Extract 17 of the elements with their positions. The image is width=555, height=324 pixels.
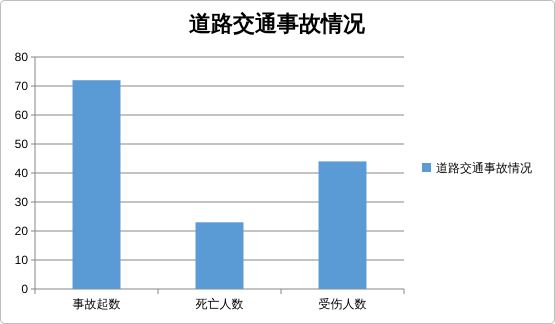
x-tick-label: 受伤人数 bbox=[318, 297, 366, 311]
y-tick-label: 80 bbox=[14, 50, 28, 64]
y-tick-label: 60 bbox=[14, 108, 28, 122]
legend-label: 道路交通事故情况 bbox=[436, 161, 532, 175]
bar bbox=[72, 80, 120, 289]
y-tick-label: 40 bbox=[14, 166, 28, 180]
bar bbox=[196, 222, 244, 289]
y-tick-label: 20 bbox=[14, 224, 28, 238]
y-tick-label: 10 bbox=[14, 253, 28, 267]
x-tick-label: 事故起数 bbox=[72, 297, 120, 311]
bar bbox=[318, 161, 366, 289]
y-tick-label: 0 bbox=[21, 282, 28, 296]
y-tick-label: 30 bbox=[14, 195, 28, 209]
chart-title: 道路交通事故情况 bbox=[189, 11, 366, 36]
y-tick-label: 50 bbox=[14, 137, 28, 151]
y-tick-label: 70 bbox=[14, 79, 28, 93]
x-tick-label: 死亡人数 bbox=[196, 297, 244, 311]
